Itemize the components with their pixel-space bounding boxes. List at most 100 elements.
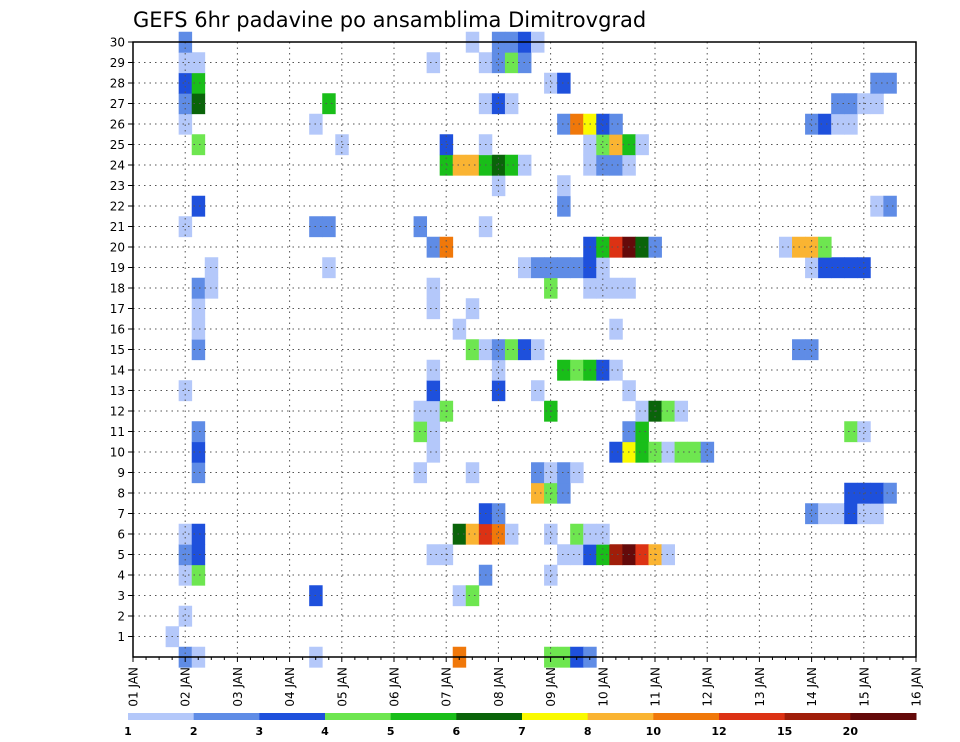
heatmap-cell-179 bbox=[635, 134, 649, 156]
heatmap-cell-159 bbox=[557, 175, 571, 197]
x-tick-label-7: 08 JAN bbox=[492, 667, 506, 707]
heatmap-cell-187 bbox=[805, 113, 819, 135]
heatmap-cell-149 bbox=[178, 216, 193, 238]
heatmap-cell-74 bbox=[426, 421, 441, 443]
heatmap-cell-135 bbox=[844, 257, 858, 279]
colorbar-swatch-4 bbox=[390, 713, 457, 720]
heatmap-cell-156 bbox=[870, 195, 884, 217]
y-tick-label-28: 28 bbox=[110, 77, 125, 91]
heatmap-cell-109 bbox=[191, 318, 206, 340]
heatmap-cell-56 bbox=[191, 462, 206, 484]
heatmap-cell-140 bbox=[596, 236, 610, 258]
x-tick-label-14: 15 JAN bbox=[857, 667, 871, 707]
y-tick-label-16: 16 bbox=[110, 323, 125, 337]
y-tick-label-4: 4 bbox=[117, 569, 125, 583]
heatmap-cell-168 bbox=[596, 154, 610, 176]
heatmap-cell-43 bbox=[805, 503, 819, 525]
heatmap-cell-211 bbox=[491, 52, 506, 74]
heatmap-cell-35 bbox=[491, 523, 506, 545]
y-tick-label-10: 10 bbox=[110, 446, 125, 460]
heatmap-cell-200 bbox=[870, 93, 884, 115]
heatmap-cell-164 bbox=[491, 154, 506, 176]
heatmap-cell-90 bbox=[491, 380, 506, 402]
heatmap-cell-91 bbox=[531, 380, 545, 402]
y-tick-label-29: 29 bbox=[110, 56, 125, 70]
heatmap-cell-133 bbox=[818, 257, 832, 279]
heatmap-cell-14 bbox=[191, 564, 206, 586]
heatmap-cell-128 bbox=[557, 257, 571, 279]
colorbar-swatch-0 bbox=[128, 713, 195, 720]
heatmap-cell-209 bbox=[426, 52, 441, 74]
y-tick-label-21: 21 bbox=[110, 220, 125, 234]
heatmap-cell-137 bbox=[426, 236, 441, 258]
colorbar-legend: 1 2 3 4 5 6 7 8 10 12 15 20 bbox=[124, 713, 917, 738]
colorbar-swatch-7 bbox=[587, 713, 654, 720]
heatmap-cell-104 bbox=[504, 339, 519, 361]
heatmap-cell-103 bbox=[491, 339, 506, 361]
heatmap-cell-55 bbox=[883, 482, 897, 504]
heatmap-cells bbox=[165, 31, 897, 668]
y-tick-label-15: 15 bbox=[110, 343, 125, 357]
heatmap-cell-100 bbox=[191, 339, 206, 361]
colorbar-label-4: 5 bbox=[387, 725, 395, 738]
heatmap-cell-95 bbox=[557, 359, 571, 381]
heatmap-cell-176 bbox=[596, 134, 610, 156]
heatmap-cell-173 bbox=[439, 134, 454, 156]
heatmap-cell-32 bbox=[452, 523, 467, 545]
heatmap-cell-96 bbox=[570, 359, 584, 381]
y-tick-label-2: 2 bbox=[117, 610, 125, 624]
y-tick-label-18: 18 bbox=[110, 282, 125, 296]
colorbar-label-9: 12 bbox=[711, 725, 726, 738]
heatmap-cell-126 bbox=[531, 257, 545, 279]
heatmap-cell-40 bbox=[596, 523, 610, 545]
colorbar-label-6: 7 bbox=[518, 725, 526, 738]
heatmap-cell-196 bbox=[504, 93, 519, 115]
heatmap-cell-203 bbox=[544, 72, 558, 94]
heatmap-cell-48 bbox=[870, 503, 884, 525]
grid-lines bbox=[133, 41, 916, 657]
heatmap-cell-124 bbox=[322, 257, 336, 279]
heatmap-cell-69 bbox=[661, 441, 675, 463]
heatmap-cell-65 bbox=[609, 441, 623, 463]
heatmap-cell-145 bbox=[778, 236, 793, 258]
heatmap-cell-160 bbox=[439, 154, 454, 176]
heatmap-cell-204 bbox=[557, 72, 571, 94]
heatmap-cell-129 bbox=[570, 257, 584, 279]
y-tick-label-14: 14 bbox=[110, 364, 125, 378]
heatmap-cell-93 bbox=[426, 359, 441, 381]
heatmap-cell-30 bbox=[178, 523, 193, 545]
heatmap-cell-98 bbox=[596, 359, 610, 381]
heatmap-cell-144 bbox=[648, 236, 662, 258]
colorbar-swatch-1 bbox=[193, 713, 260, 720]
heatmap-cell-151 bbox=[322, 216, 336, 238]
heatmap-cell-47 bbox=[857, 503, 871, 525]
heatmap-cell-192 bbox=[191, 93, 206, 115]
y-tick-label-27: 27 bbox=[110, 97, 125, 111]
heatmap-cell-157 bbox=[883, 195, 897, 217]
heatmap-cell-60 bbox=[544, 462, 558, 484]
heatmap-cell-86 bbox=[661, 400, 675, 422]
heatmap-cell-16 bbox=[544, 564, 558, 586]
x-tick-label-3: 04 JAN bbox=[283, 667, 297, 707]
heatmap-cell-84 bbox=[635, 400, 649, 422]
heatmap-cell-205 bbox=[870, 72, 884, 94]
heatmap-cell-193 bbox=[322, 93, 336, 115]
colorbar-swatch-3 bbox=[325, 713, 392, 720]
y-tick-label-12: 12 bbox=[110, 405, 125, 419]
heatmap-cell-11 bbox=[452, 585, 467, 607]
heatmap-cell-68 bbox=[648, 441, 662, 463]
heatmap-cell-70 bbox=[674, 441, 689, 463]
heatmap-cell-25 bbox=[609, 544, 623, 566]
x-tick-label-11: 12 JAN bbox=[701, 667, 715, 707]
colorbar-label-5: 6 bbox=[453, 725, 461, 738]
y-tick-label-17: 17 bbox=[110, 302, 125, 316]
heatmap-cell-19 bbox=[426, 544, 441, 566]
heatmap-cell-207 bbox=[178, 52, 193, 74]
heatmap-cell-202 bbox=[191, 72, 206, 94]
heatmap-cell-161 bbox=[452, 154, 467, 176]
heatmap-cell-118 bbox=[544, 277, 558, 299]
heatmap-cell-46 bbox=[844, 503, 858, 525]
heatmap-cell-169 bbox=[609, 154, 623, 176]
heatmap-cell-42 bbox=[491, 503, 506, 525]
